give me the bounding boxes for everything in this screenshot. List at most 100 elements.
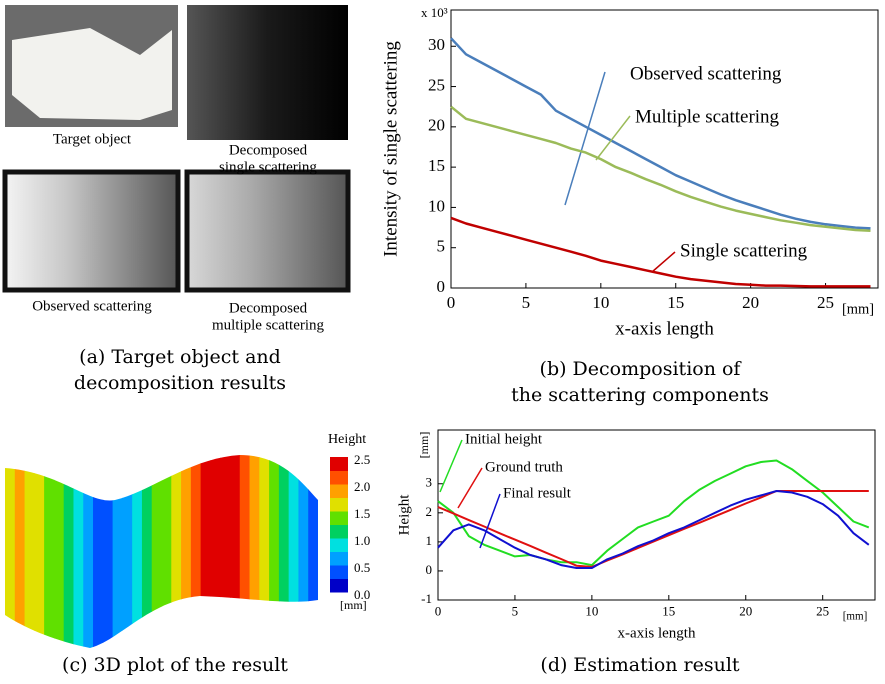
surface-strip [142,440,152,660]
surface-strip [279,440,289,660]
colorbar-tick-label: 1.0 [354,533,370,548]
legend-leader [440,440,462,492]
caption: (b) Decomposition of [540,358,743,380]
caption: the scattering components [511,384,769,406]
surface-strip [162,440,172,660]
colorbar-segment [330,498,348,512]
y-tick-label: 25 [428,75,445,94]
x-tick-label: 25 [817,293,834,312]
y-tick-label: 1 [426,533,433,548]
image-label: Decomposed [229,300,308,316]
image-label: Target object [53,131,132,147]
legend-leader [565,72,605,205]
plot-frame [438,430,875,600]
caption: (d) Estimation result [540,654,740,676]
caption: (c) 3D plot of the result [62,654,288,676]
surface-strip [93,440,103,660]
legend-label: Initial height [465,431,543,447]
surface-strip [240,440,250,660]
colorbar-segment [330,484,348,498]
y-tick-label: 3 [426,475,433,490]
legend-leader [652,252,675,272]
surface-strip [171,440,181,660]
y-tick-label: 10 [428,196,445,215]
y-tick-label: -1 [421,591,432,606]
x-unit: [mm] [842,301,874,317]
surface-plot [5,440,319,660]
x-tick-label: 25 [816,603,829,618]
colorbar-segment [330,525,348,539]
colorbar-tick-label: 1.5 [354,506,370,521]
colorbar-segment [330,457,348,471]
surface-strip [269,440,279,660]
x-unit: [mm] [843,610,868,622]
y-tick-label: 5 [437,237,446,256]
image-multiple [187,172,348,290]
x-tick-label: 0 [447,293,456,312]
colorbar-segment [330,511,348,525]
y-unit: [mm] [417,432,431,459]
surface-strip [113,440,123,660]
image-label: Decomposed [229,142,308,158]
colorbar-tick-label: 0.5 [354,560,370,575]
y-axis-title: Height [396,494,412,536]
y-multiplier: x 10³ [421,5,448,20]
surface-strip [201,440,211,660]
surface-strip [220,440,230,660]
surface-strip [103,440,113,660]
y-tick-label: 20 [428,116,445,135]
surface-strip [44,440,54,660]
series-line [438,491,869,567]
x-tick-label: 15 [662,603,675,618]
surface-strip [152,440,162,660]
surface-strip [64,440,74,660]
surface-strip [230,440,240,660]
colorbar-title: Height [328,432,366,447]
legend-leader [458,468,482,508]
x-tick-label: 15 [667,293,684,312]
series-line [438,461,869,566]
surface-strip [210,440,220,660]
colorbar-unit: [mm] [340,598,367,612]
legend-label: Single scattering [680,240,808,261]
y-tick-label: 0 [426,562,433,577]
legend-label: Multiple scattering [635,106,780,127]
legend-label: Observed scattering [630,63,782,84]
y-tick-label: 15 [428,156,445,175]
page: Target objectDecomposedsingle scattering… [0,0,885,684]
surface-strip [191,440,201,660]
surface-strip [54,440,64,660]
legend-leader [480,494,500,548]
colorbar-segment [330,538,348,552]
surface-strip [298,440,308,660]
x-tick-label: 5 [512,603,519,618]
x-tick-label: 5 [522,293,531,312]
caption: (a) Target object and [79,346,281,368]
surface-strip [34,440,44,660]
x-axis-title: x-axis length [618,625,696,641]
surface-strip [83,440,93,660]
surface-strip [15,440,25,660]
legend-leader [596,116,630,160]
colorbar-segment [330,565,348,579]
x-axis-title: x-axis length [615,318,714,339]
x-tick-label: 0 [435,603,442,618]
image-label: multiple scattering [212,317,325,333]
y-tick-label: 0 [437,277,446,296]
surface-strip [122,440,132,660]
series-line [438,491,869,568]
y-tick-label: 2 [426,504,433,519]
colorbar-segment [330,552,348,566]
surface-strip [250,440,260,660]
surface-strip [25,440,35,660]
colorbar-tick-label: 2.5 [354,452,370,467]
series-line [451,218,871,287]
y-axis-title: Intensity of single scattering [380,41,401,257]
x-tick-label: 10 [592,293,609,312]
surface-strip [5,440,15,660]
caption: decomposition results [74,372,286,394]
x-tick-label: 20 [742,293,759,312]
figure: Target objectDecomposedsingle scattering… [0,0,885,684]
colorbar-segment [330,471,348,485]
surface-strip [132,440,142,660]
